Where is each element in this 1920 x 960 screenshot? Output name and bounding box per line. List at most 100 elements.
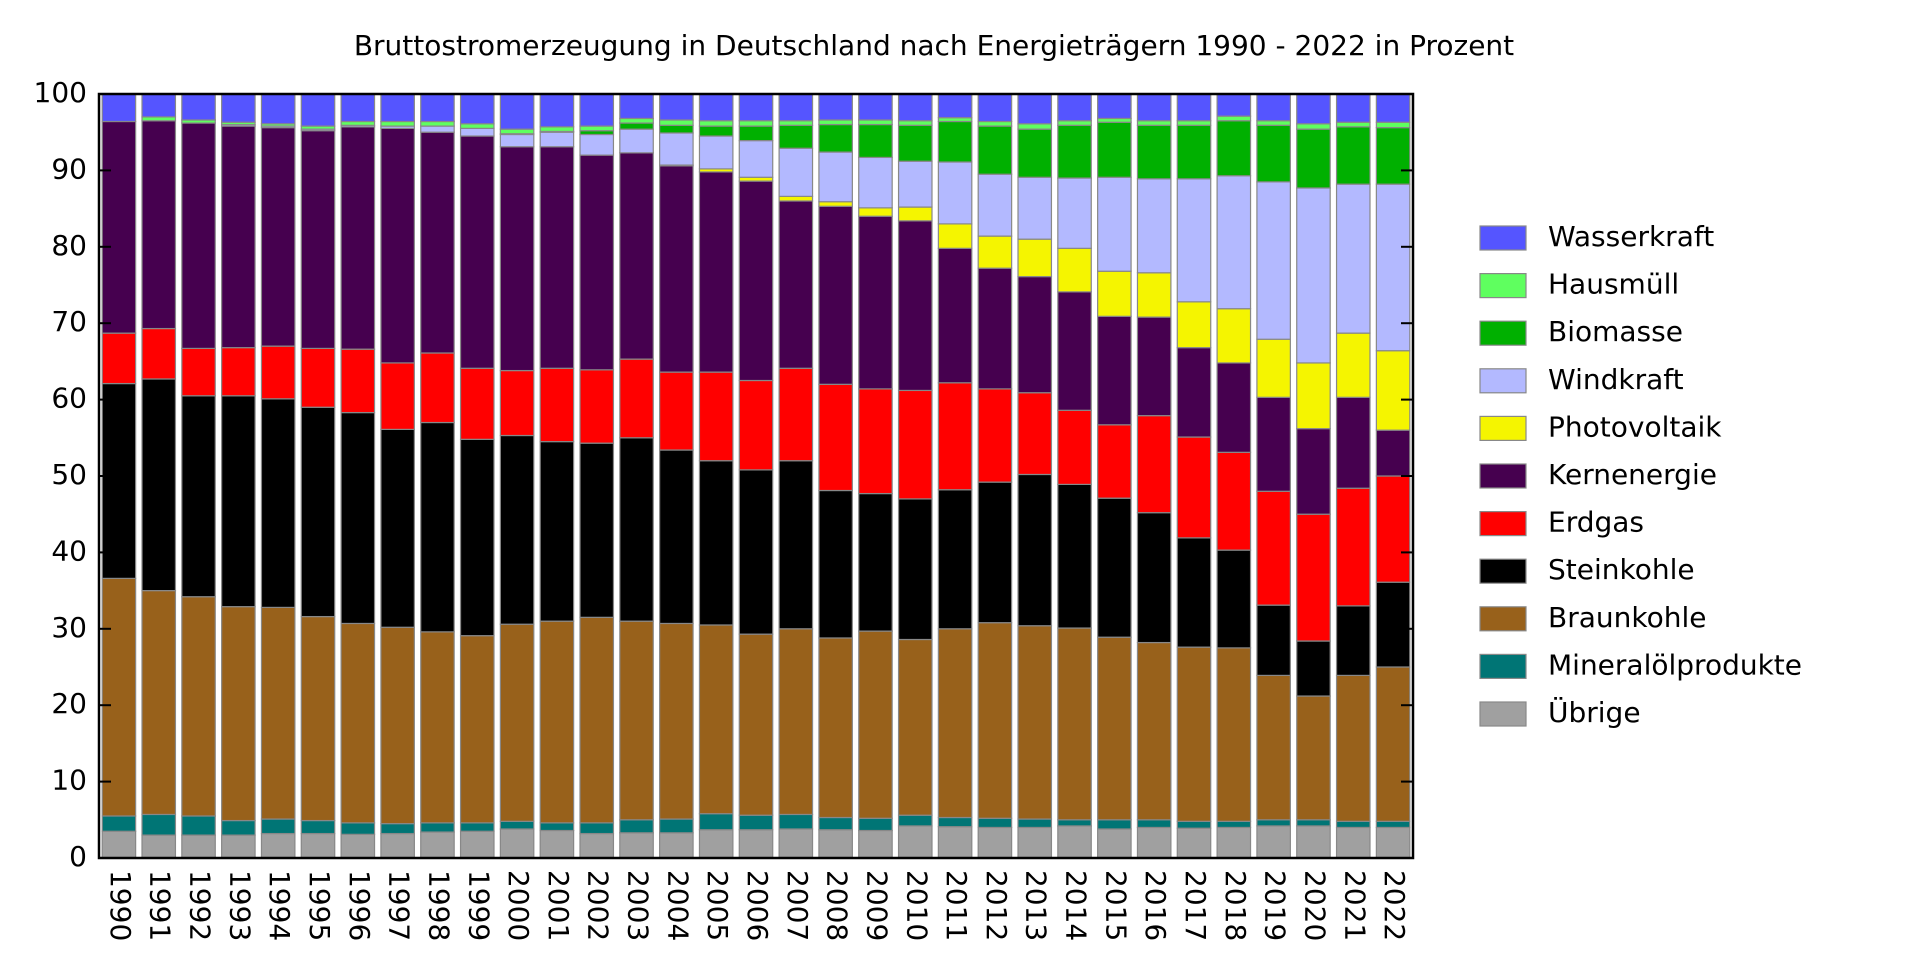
bar-segment — [141, 120, 177, 330]
bar-segment — [778, 195, 814, 202]
bar-segment — [698, 371, 734, 462]
bar-segment — [778, 124, 814, 149]
bar-segment — [101, 577, 137, 817]
bar-segment — [937, 223, 973, 249]
bar-segment — [1296, 362, 1331, 430]
bar-segment — [141, 327, 177, 380]
bar-segment — [1296, 428, 1331, 515]
bar-segment — [539, 126, 575, 133]
bar-segment — [539, 829, 575, 859]
bar-segment — [101, 120, 137, 334]
bar-segment — [818, 205, 853, 385]
bar-segment — [1256, 490, 1291, 606]
bar-segment — [977, 622, 1013, 819]
bar-segment — [141, 834, 177, 859]
bar-segment — [1256, 396, 1291, 492]
bar-segment — [539, 620, 575, 824]
bar-segment — [499, 828, 535, 859]
bar-segment — [499, 128, 535, 135]
bar-segment — [1136, 316, 1172, 417]
bar-segment — [420, 421, 455, 633]
legend-swatch — [1479, 701, 1527, 727]
bar-segment — [1296, 187, 1331, 364]
bar-segment — [619, 128, 654, 154]
bar-segment — [420, 352, 455, 424]
bar-segment — [738, 379, 774, 471]
bar-segment — [778, 628, 814, 816]
bar-segment — [459, 822, 495, 832]
bar-segment — [937, 628, 973, 819]
bar-segment — [1375, 429, 1411, 477]
bar-segment — [1017, 275, 1053, 394]
legend-swatch — [1479, 273, 1527, 299]
bar-segment — [221, 819, 256, 836]
bar-segment — [221, 93, 256, 123]
bar-segment — [818, 119, 853, 126]
bar-segment — [499, 133, 535, 148]
bar-segment — [1375, 127, 1411, 185]
legend-swatch — [1479, 558, 1527, 584]
bar-segment — [858, 388, 893, 495]
bar-segment — [499, 93, 535, 130]
bar-segment — [1335, 126, 1371, 185]
bar-segment — [499, 146, 535, 372]
bar-segment — [1335, 487, 1371, 607]
legend-label: Biomasse — [1548, 315, 1683, 348]
bar-segment — [380, 120, 415, 127]
bar-segment — [858, 207, 893, 217]
y-tick-label: 20 — [51, 687, 87, 720]
bar-segment — [1216, 93, 1252, 117]
bar-segment — [1216, 451, 1252, 551]
bar-segment — [897, 498, 933, 641]
bar-segment — [181, 93, 216, 121]
bar-segment — [1375, 820, 1411, 829]
bar-segment — [181, 815, 216, 836]
bar-segment — [659, 371, 694, 451]
bar-segment — [300, 93, 336, 127]
bar-segment — [459, 93, 495, 125]
bar-segment — [698, 125, 734, 137]
bar-segment — [619, 437, 654, 622]
x-tick-label: 1991 — [144, 870, 177, 941]
bar-segment — [420, 831, 455, 859]
bar-segment — [1176, 120, 1212, 126]
bar-segment — [738, 125, 774, 142]
bar-segment — [221, 395, 256, 608]
bar-segment — [579, 154, 615, 371]
bar-segment — [459, 123, 495, 129]
bar-segment — [818, 201, 853, 207]
x-tick-label: 2016 — [1139, 870, 1172, 941]
bar-segment — [698, 171, 734, 373]
legend-swatch — [1479, 511, 1527, 537]
bar-segment — [858, 829, 893, 859]
bar-segment — [1176, 646, 1212, 822]
bar-segment — [260, 818, 296, 835]
bar-segment — [539, 146, 575, 369]
bar-segment — [1296, 819, 1331, 827]
bar-segment — [1375, 581, 1411, 668]
bar-segment — [897, 124, 933, 162]
bar-segment — [1176, 93, 1212, 122]
bar-segment — [1256, 93, 1291, 122]
bar-segment — [1296, 123, 1331, 130]
legend-label: Übrige — [1548, 695, 1641, 729]
bar-segment — [221, 125, 256, 349]
bar-segment — [659, 93, 694, 121]
bar-segment — [1057, 124, 1092, 179]
bar-segment — [499, 369, 535, 437]
bar-segment — [659, 119, 694, 126]
bar-segment — [420, 93, 455, 123]
bar-segment — [380, 93, 415, 123]
legend-label: Mineralölprodukte — [1548, 648, 1802, 681]
bar-segment — [1375, 475, 1411, 583]
bar-segment — [1176, 301, 1212, 349]
bar-segment — [101, 815, 137, 832]
x-tick-label: 2014 — [1060, 870, 1093, 941]
bar-segment — [181, 596, 216, 817]
bar-segment — [778, 120, 814, 126]
legend-label: Photovoltaik — [1548, 410, 1722, 443]
bar-segment — [937, 826, 973, 859]
bar-segment — [1057, 409, 1092, 486]
bar-segment — [977, 93, 1013, 123]
bar-segment — [1296, 513, 1331, 642]
